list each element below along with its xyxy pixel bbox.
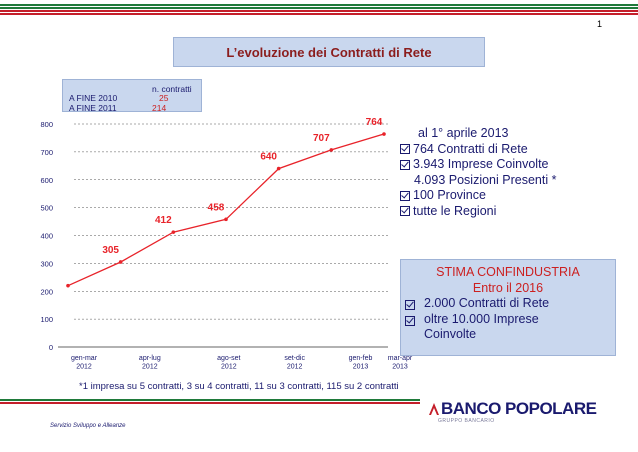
checkbox-bullet-icon	[400, 159, 410, 170]
y-tick-label: 400	[40, 232, 53, 241]
page-number: 1	[596, 19, 602, 29]
x-tick-label: 2012	[221, 364, 237, 371]
stima-item: oltre 10.000 Imprese Coinvolte	[401, 312, 615, 343]
data-label: 458	[208, 202, 225, 213]
logo-text: BANCO POPOLARE	[441, 399, 597, 418]
x-tick-label: 2012	[287, 364, 303, 371]
stima-item: 2.000 Contratti di Rete	[401, 296, 615, 312]
y-tick-label: 100	[40, 315, 53, 324]
data-label: 640	[260, 152, 277, 163]
data-point	[118, 260, 123, 264]
stima-subtitle: Entro il 2016	[472, 280, 544, 295]
checkbox-bullet-icon	[405, 315, 415, 326]
data-point	[276, 166, 281, 171]
footer-department: Servizio Sviluppo e Alleanze	[50, 423, 126, 429]
stima-title: STIMA CONFINDUSTRIA	[436, 265, 580, 279]
y-tick-label: 200	[40, 287, 53, 296]
banco-popolare-logo: BANCO POPOLARE	[427, 399, 597, 419]
data-label: 707	[313, 133, 330, 144]
x-tick-label: apr-lug	[139, 355, 161, 362]
slide-title: L’evoluzione dei Contratti di Rete	[173, 37, 485, 67]
stats-date-line: al 1° aprile 2013	[418, 126, 509, 140]
header-stripes	[0, 4, 638, 16]
y-tick-label: 600	[40, 176, 53, 185]
contracts-info-box: n. contratti A FINE 2010 25 A FINE 2011 …	[62, 79, 202, 113]
stats-item: tutte le Regioni	[400, 204, 556, 220]
y-tick-label: 500	[40, 204, 53, 213]
slide-title-text: L’evoluzione dei Contratti di Rete	[226, 44, 432, 60]
info-row-value-2011: 214	[152, 103, 167, 113]
data-label: 305	[102, 245, 119, 256]
x-tick-label: 2012	[76, 364, 92, 371]
x-tick-label: set-dic	[284, 355, 305, 362]
stima-confindustria-box: STIMA CONFINDUSTRIA Entro il 2016 2.000 …	[400, 259, 616, 356]
logo-subtitle: GRUPPO BANCARIO	[438, 418, 495, 424]
data-point	[171, 230, 176, 234]
stats-item: 4.093 Posizioni Presenti *	[414, 172, 557, 187]
checkbox-bullet-icon	[400, 206, 410, 217]
checkbox-bullet-icon	[400, 144, 410, 155]
y-tick-label: 300	[40, 259, 53, 268]
info-row-label-2011: A FINE 2011	[69, 103, 117, 113]
stats-item: 3.943 Imprese Coinvolte	[400, 157, 556, 173]
info-row-value-2010: 25	[159, 93, 169, 103]
y-tick-label: 700	[40, 148, 53, 157]
checkbox-bullet-icon	[405, 300, 415, 310]
stats-list: al 1° aprile 2013 764 Contratti di Rete …	[400, 126, 556, 219]
x-tick-label: gen-mar	[71, 355, 98, 362]
x-tick-label: 2012	[142, 364, 158, 371]
logo-emblem-icon	[429, 403, 439, 415]
series-line	[67, 133, 385, 287]
data-label: 764	[366, 117, 383, 128]
data-label: 412	[155, 215, 172, 226]
data-point	[66, 283, 70, 288]
data-point	[329, 148, 334, 152]
checkbox-bullet-icon	[400, 190, 410, 201]
y-tick-label: 0	[49, 343, 53, 352]
x-tick-label: ago-set	[217, 355, 240, 362]
stats-item: 100 Province	[400, 188, 556, 204]
info-box-header: n. contratti	[152, 84, 192, 94]
y-tick-label: 800	[40, 120, 53, 129]
x-tick-label: mar-apr	[388, 355, 413, 362]
stats-item: 764 Contratti di Rete	[400, 142, 556, 158]
x-tick-label: gen-feb	[349, 355, 373, 362]
x-tick-label: 2013	[392, 364, 408, 371]
footer-stripes	[0, 399, 420, 405]
data-point	[382, 132, 386, 136]
data-point	[224, 217, 228, 222]
footnote: *1 impresa su 5 contratti, 3 su 4 contra…	[79, 381, 399, 392]
x-tick-label: 2013	[353, 364, 369, 371]
info-row-label-2010: A FINE 2010	[69, 93, 118, 103]
